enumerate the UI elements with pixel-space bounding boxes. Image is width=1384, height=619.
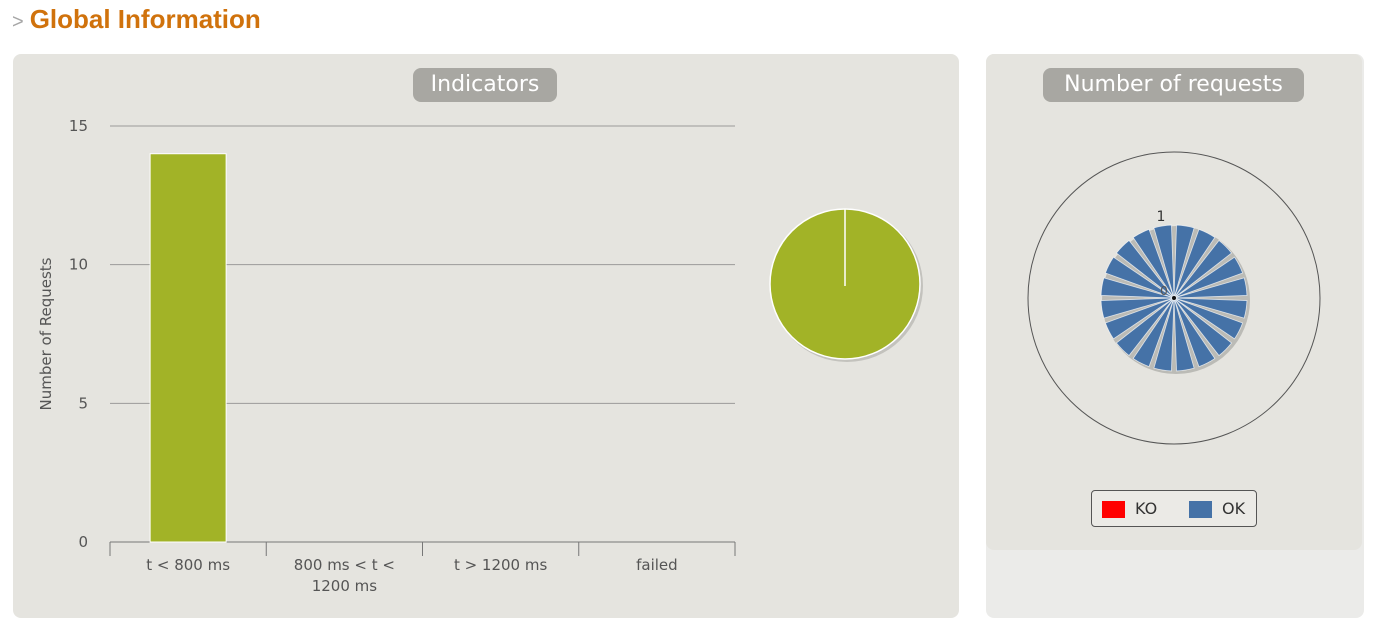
- polar-segment: [1173, 297, 1233, 357]
- polar-segment: [1132, 297, 1175, 368]
- polar-segment: [1115, 297, 1175, 357]
- legend-item-ko[interactable]: KO: [1102, 499, 1157, 518]
- polar-segment: [1173, 277, 1248, 299]
- requests-title: Number of requests: [1043, 68, 1304, 102]
- x-tick-label: t > 1200 ms: [454, 556, 548, 574]
- legend-label-ok: OK: [1222, 499, 1246, 518]
- polar-segment: [1173, 297, 1216, 368]
- polar-segment: [1173, 256, 1244, 299]
- legend-swatch-ok: [1189, 501, 1212, 518]
- chevron-right-icon: >: [12, 11, 24, 33]
- polar-radial-label-zero: 0: [1160, 284, 1168, 298]
- polar-segment: [1153, 297, 1175, 372]
- indicators-title: Indicators: [413, 68, 557, 102]
- polar-segment: [1173, 297, 1248, 319]
- indicators-bar-chart: 0 5 10 15 t < 800 ms 800 ms < t <1200 ms t > 1…: [37, 117, 923, 595]
- polar-segment: [1104, 297, 1175, 340]
- polar-center: [1172, 296, 1176, 300]
- chart-legend: KO OK: [1091, 490, 1257, 527]
- x-tick-label: failed: [636, 556, 678, 574]
- requests-polar-chart: 10: [1027, 151, 1321, 445]
- indicators-panel: Indicators 0 5 10 15 t < 800 ms 800 ms < t <1…: [13, 54, 959, 618]
- y-tick-label: 10: [69, 256, 88, 274]
- x-tick-label: 800 ms < t <1200 ms: [294, 556, 395, 595]
- legend-label-ko: KO: [1135, 499, 1158, 518]
- polar-segment: [1173, 224, 1195, 299]
- polar-radial-label-max: 1: [1157, 209, 1166, 225]
- polar-segment: [1173, 239, 1233, 299]
- section-title: > Global Information: [12, 4, 261, 35]
- x-tick-label: t < 800 ms: [146, 556, 230, 574]
- polar-segment: [1173, 228, 1216, 299]
- legend-item-ok[interactable]: OK: [1189, 499, 1245, 518]
- polar-segment: [1132, 228, 1175, 299]
- polar-segment: [1104, 256, 1175, 299]
- polar-segment: [1115, 239, 1175, 299]
- y-tick-label: 0: [78, 533, 88, 551]
- page-title: Global Information: [29, 4, 261, 34]
- legend-swatch-ko: [1102, 501, 1125, 518]
- y-tick-label: 15: [69, 117, 88, 135]
- y-axis-label: Number of Requests: [37, 257, 55, 410]
- polar-outer-ring: [1027, 151, 1321, 445]
- polar-segment: [1173, 297, 1195, 372]
- polar-segment: [1100, 277, 1175, 299]
- polar-segment: [1153, 224, 1175, 299]
- y-tick-label: 5: [78, 394, 88, 412]
- bar: [149, 153, 227, 543]
- polar-segment: [1173, 297, 1244, 340]
- polar-segment: [1100, 297, 1175, 319]
